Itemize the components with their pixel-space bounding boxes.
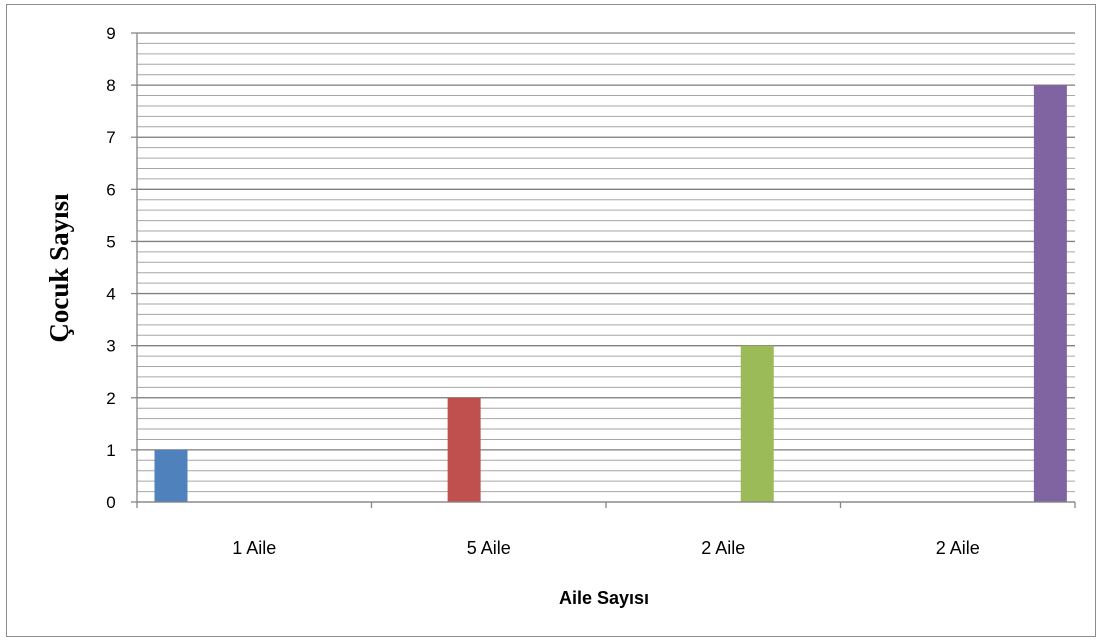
y-axis-title: Çocuk Sayısı [44,193,74,343]
gridlines [137,32,1075,503]
y-tick-label: 8 [106,76,115,95]
x-tick-label: 2 Aile [936,538,980,558]
bar-1 [154,449,188,502]
bar-3 [740,345,774,502]
y-tick-label: 1 [106,441,115,460]
y-tick-label: 3 [106,337,115,356]
x-tick-label: 1 Aile [232,538,276,558]
bar-4 [1033,85,1067,503]
y-tick-label: 4 [106,285,115,304]
axes [131,32,1076,508]
x-tick-labels: 1 Aile 5 Aile 2 Aile 2 Aile [232,538,980,558]
y-tick-label: 9 [106,24,115,43]
bars [154,85,1067,503]
y-tick-label: 0 [106,493,115,512]
y-tick-labels: 0 1 2 3 4 5 6 7 8 9 [106,24,115,512]
y-tick-label: 7 [106,128,115,147]
y-tick-label: 2 [106,389,115,408]
x-tick-label: 5 Aile [467,538,511,558]
x-tick-label: 2 Aile [701,538,745,558]
y-tick-label: 5 [106,232,115,251]
y-tick-label: 6 [106,180,115,199]
chart-frame [6,4,1096,637]
x-axis-title: Aile Sayısı [559,588,649,608]
bar-2 [447,397,481,502]
